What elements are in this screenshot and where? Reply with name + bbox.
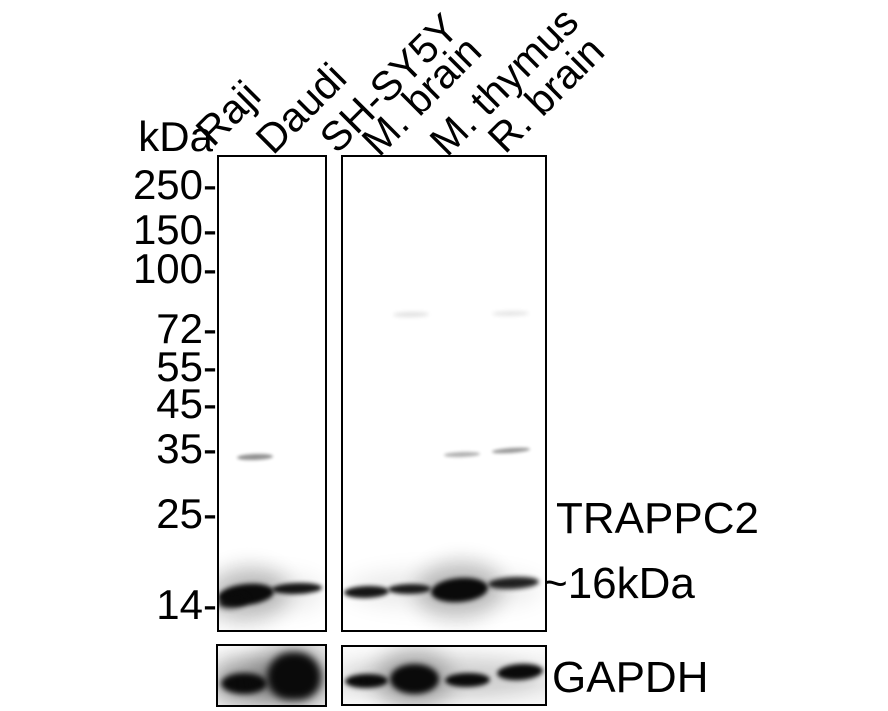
molecular-weight-label: ~16kDa — [542, 559, 695, 608]
protein-band — [443, 450, 481, 458]
ladder-mark: 35- — [156, 425, 217, 472]
protein-band — [236, 453, 274, 461]
ladder-mark: 55- — [156, 343, 217, 390]
protein-band — [221, 672, 267, 694]
protein-band — [491, 310, 529, 316]
blot-panel-blot-left — [217, 155, 327, 632]
protein-band — [267, 652, 321, 700]
ladder-mark: 250- — [132, 161, 217, 208]
ladder-mark: 14- — [156, 581, 217, 628]
ladder-mark: 25- — [156, 490, 217, 537]
ladder-mark: 150- — [132, 206, 217, 253]
blot-panel-gapdh-right — [341, 645, 547, 706]
protein-band — [491, 446, 531, 454]
protein-band — [392, 311, 430, 317]
target-protein-label: TRAPPC2 — [556, 494, 759, 543]
ladder-mark: 72- — [156, 305, 217, 352]
protein-band — [389, 664, 439, 694]
blot-panel-gapdh-left — [216, 644, 327, 707]
ladder-mark: 100- — [132, 245, 217, 292]
loading-control-label: GAPDH — [552, 653, 709, 702]
kda-unit-label: kDa — [138, 113, 213, 160]
blot-panel-blot-right — [341, 155, 547, 632]
ladder-mark: 45- — [156, 380, 217, 427]
